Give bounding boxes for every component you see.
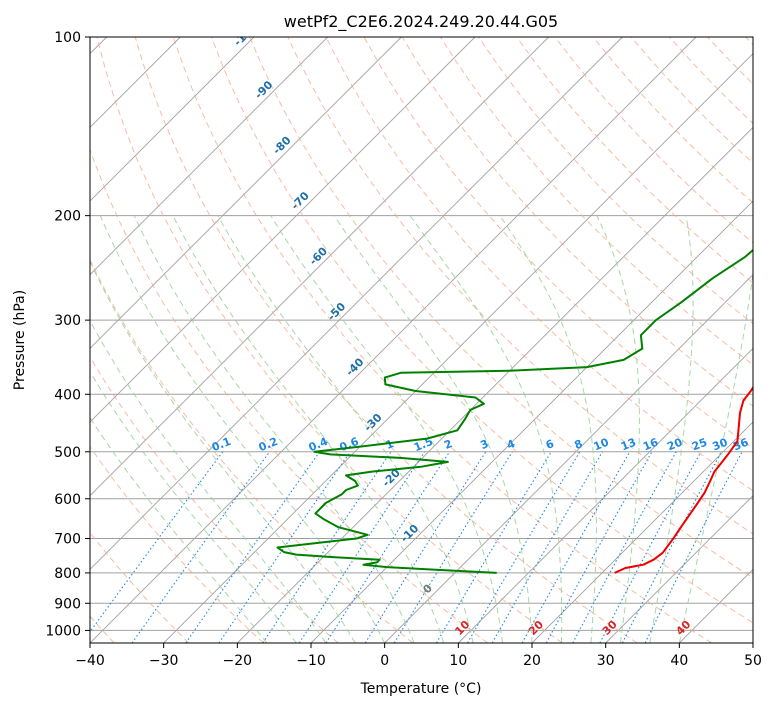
y-tick-label: 100 — [54, 30, 81, 46]
moist-adiabat — [90, 370, 297, 643]
y-tick-label: 600 — [54, 492, 81, 508]
isotherm-line — [605, 495, 753, 643]
isotherm-label: -100 — [231, 20, 260, 49]
mixing-ratio-label: 10 — [592, 436, 611, 454]
plot-frame — [89, 36, 754, 644]
moist-adiabat — [678, 269, 753, 643]
profile-series — [276, 248, 753, 574]
isotherm-line — [458, 347, 753, 643]
dry-adiabat — [90, 258, 414, 643]
isotherm-line — [90, 37, 697, 643]
mixing-ratio-line — [90, 451, 224, 633]
moist-adiabat — [333, 215, 533, 643]
mixing-ratio-line — [218, 451, 351, 643]
x-tick-label: 0 — [380, 653, 389, 669]
mixing-ratio-line — [364, 451, 487, 643]
y-tick-label: 900 — [54, 596, 81, 612]
moist-adiabat — [649, 215, 694, 643]
moist-adiabat — [172, 215, 445, 643]
isotherm-line — [90, 37, 402, 349]
isotherm-line — [90, 37, 623, 570]
mixing-ratio-label: 30 — [711, 436, 730, 454]
mixing-ratio-label: 13 — [619, 436, 638, 454]
reference-lines — [90, 37, 753, 643]
x-axis-label: Temperature (°C) — [360, 681, 482, 697]
dry-adiabat — [96, 37, 563, 643]
mixing-ratio-label: 2 — [442, 437, 454, 452]
dry-adiabat — [134, 37, 638, 643]
x-tick-label: 40 — [670, 653, 688, 669]
moist-adiabat — [217, 215, 474, 643]
y-tick-label: 500 — [54, 445, 81, 461]
mixing-ratio-label: 1 — [384, 437, 396, 452]
mixing-ratio-line — [435, 451, 552, 643]
x-tick-label: 30 — [597, 653, 615, 669]
y-axis-label: Pressure (hPa) — [12, 290, 28, 390]
moist-adiabat — [90, 319, 327, 643]
isotherm-line — [90, 37, 255, 202]
mixing-ratio-label: 8 — [572, 437, 584, 452]
moist-adiabat — [90, 416, 268, 643]
x-tick-label: −30 — [149, 653, 179, 669]
temperature-profile — [614, 385, 753, 574]
isotherm-line — [531, 421, 753, 643]
isotherm-line — [237, 126, 753, 643]
isotherm-line — [163, 53, 753, 643]
moist-adiabat — [270, 215, 503, 643]
dry-adiabat — [90, 445, 264, 643]
moist-adiabat — [99, 215, 386, 643]
dry-adiabat — [325, 37, 753, 492]
mixing-ratio-label: 36 — [731, 436, 750, 454]
mixing-ratio-line — [185, 451, 321, 643]
mixing-ratio-label: 3 — [478, 437, 490, 452]
y-tick-label: 1000 — [45, 623, 81, 639]
mixing-ratio-line — [298, 451, 426, 643]
mixing-ratio-line — [262, 451, 392, 643]
x-tick-label: −20 — [223, 653, 253, 669]
x-tick-label: 50 — [744, 653, 762, 669]
chart-title: wetPf2_C2E6.2024.249.20.44.G05 — [284, 12, 558, 32]
dry-adiabat — [249, 37, 753, 579]
y-tick-label: 400 — [54, 387, 81, 403]
dewpoint-profile — [276, 248, 753, 574]
y-tick-label: 300 — [54, 313, 81, 329]
y-tick-label: 200 — [54, 209, 81, 225]
isotherm-line — [752, 642, 753, 643]
moist-adiabat — [596, 215, 640, 643]
x-tick-label: −40 — [75, 653, 105, 669]
isotherm-line — [90, 37, 549, 497]
moist-adiabat — [90, 260, 356, 643]
y-tick-label: 700 — [54, 532, 81, 548]
dry-adiabat — [211, 37, 753, 624]
dry-adiabat — [287, 37, 753, 535]
x-axis: −40 −30 −20 −10 0 10 20 30 40 50 — [75, 643, 762, 669]
mixing-ratio-line — [644, 451, 743, 643]
x-tick-label: 20 — [523, 653, 541, 669]
y-axis: 100 200 300 400 500 600 700 800 900 1000 — [45, 30, 90, 639]
mixing-ratio-line — [325, 451, 451, 643]
mixing-ratio-label: 25 — [690, 436, 709, 454]
moist-adiabat — [409, 215, 563, 643]
mixing-ratio-line — [131, 451, 271, 643]
isotherm-line — [90, 37, 328, 276]
mixing-ratio-label: 20 — [665, 436, 684, 454]
mixing-ratio-label: 16 — [641, 436, 660, 454]
mixing-ratio-line — [521, 451, 631, 643]
isotherm-line — [384, 274, 753, 643]
moist-adiabat — [133, 215, 415, 643]
x-tick-label: −10 — [296, 653, 326, 669]
dry-adiabat — [172, 37, 712, 643]
x-tick-label: 10 — [449, 653, 467, 669]
mixing-ratio-line — [545, 451, 653, 643]
isotherm-line — [90, 37, 476, 423]
dry-adiabat — [90, 355, 339, 643]
dry-adiabat — [516, 37, 753, 284]
y-tick-label: 800 — [54, 566, 81, 582]
mixing-ratio-line — [572, 451, 677, 643]
plot-background — [90, 37, 753, 643]
